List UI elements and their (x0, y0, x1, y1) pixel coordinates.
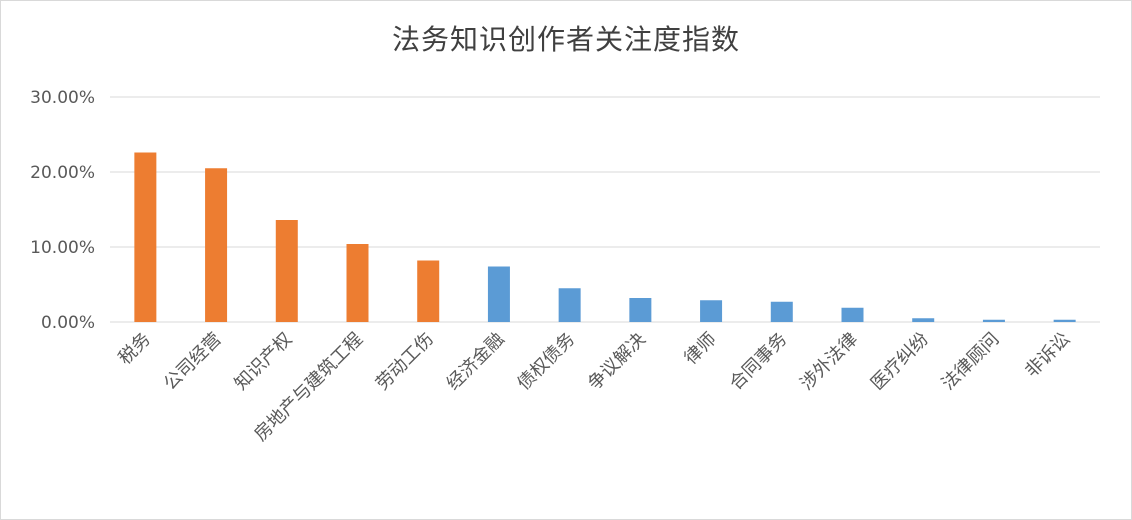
chart-title: 法务知识创作者关注度指数 (391, 23, 740, 56)
x-category-label: 非诉讼 (1021, 329, 1074, 382)
bar (629, 298, 652, 322)
x-category-label: 合同事务 (726, 329, 792, 395)
bar (275, 220, 298, 322)
bar (1053, 319, 1076, 322)
bar (417, 260, 440, 322)
bar (205, 168, 228, 322)
x-category-label: 涉外法律 (796, 329, 862, 395)
y-tick-label: 0.00% (41, 313, 95, 333)
y-tick-label: 10.00% (30, 238, 95, 258)
x-category-label: 劳动工伤 (372, 329, 438, 395)
bar (134, 152, 157, 322)
x-category-label: 争议解决 (584, 329, 650, 395)
x-category-label: 法律顾问 (938, 329, 1004, 395)
bar (558, 288, 581, 322)
bar (912, 318, 935, 322)
bar (770, 301, 793, 322)
x-category-label: 医疗纠纷 (867, 329, 933, 395)
x-category-label: 公司经营 (160, 329, 226, 395)
bar (841, 307, 864, 322)
y-tick-label: 20.00% (30, 163, 95, 183)
y-tick-label: 30.00% (30, 88, 95, 108)
x-category-label: 知识产权 (231, 329, 297, 395)
x-category-label: 律师 (680, 329, 720, 369)
x-category-label: 税务 (115, 329, 155, 369)
x-category-label: 债权债务 (513, 329, 579, 395)
bar (982, 319, 1005, 322)
bar (487, 266, 510, 322)
bar (700, 300, 723, 322)
bar (346, 244, 369, 322)
x-category-label: 经济金融 (443, 329, 509, 395)
